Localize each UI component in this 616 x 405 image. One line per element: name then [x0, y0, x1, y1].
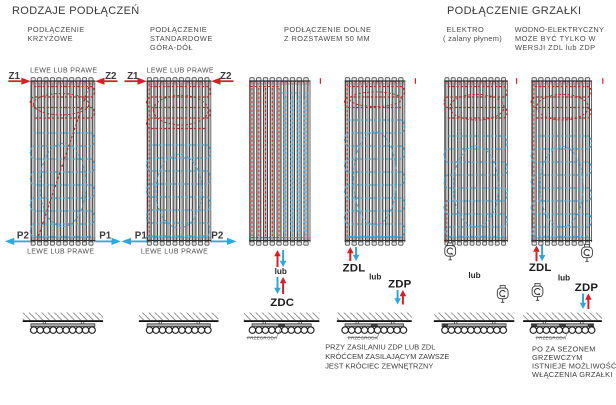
svg-text:JEST KRÓCIEC ZEWNĘTRZNY: JEST KRÓCIEC ZEWNĘTRZNY: [325, 361, 433, 370]
svg-text:STANDARDOWE: STANDARDOWE: [150, 34, 213, 43]
svg-text:PRZEGRODA: PRZEGRODA: [536, 336, 567, 341]
svg-text:GÓRA-DÓŁ: GÓRA-DÓŁ: [150, 43, 193, 52]
svg-text:RODZAJE PODŁĄCZEŃ: RODZAJE PODŁĄCZEŃ: [12, 4, 140, 17]
svg-text:lub: lub: [468, 271, 480, 280]
svg-text:LEWE LUB PRAWE: LEWE LUB PRAWE: [141, 249, 208, 256]
svg-text:PO ZA SEZONEM: PO ZA SEZONEM: [532, 344, 596, 353]
svg-text:KRZYŻOWE: KRZYŻOWE: [28, 34, 73, 43]
svg-text:P2: P2: [211, 231, 224, 242]
svg-text:WŁĄCZENIA GRZAŁKI: WŁĄCZENIA GRZAŁKI: [532, 370, 613, 379]
svg-text:PODŁĄCZENIE GRZAŁKI: PODŁĄCZENIE GRZAŁKI: [447, 5, 581, 17]
svg-text:GRZEWCZYM: GRZEWCZYM: [532, 353, 583, 362]
svg-text:Z1: Z1: [127, 71, 139, 82]
svg-text:LEWE LUB PRAWE: LEWE LUB PRAWE: [27, 249, 94, 256]
svg-text:Z2: Z2: [105, 71, 117, 82]
svg-text:PODŁĄCZENIE: PODŁĄCZENIE: [150, 25, 207, 34]
svg-text:( zalany płynem): ( zalany płynem): [443, 34, 502, 43]
svg-text:Z1: Z1: [8, 71, 20, 82]
svg-text:lub: lub: [558, 274, 570, 283]
svg-text:PRZY ZASILANIU ZDP LUB ZDL: PRZY ZASILANIU ZDP LUB ZDL: [325, 343, 435, 352]
svg-text:ZDC: ZDC: [270, 297, 294, 309]
svg-text:PODŁĄCZENIE DOLNE: PODŁĄCZENIE DOLNE: [284, 25, 371, 34]
svg-text:ZDL: ZDL: [529, 262, 552, 274]
svg-text:LEWE LUB PRAWE: LEWE LUB PRAWE: [147, 67, 214, 74]
svg-text:LEWE LUB PRAWE: LEWE LUB PRAWE: [30, 67, 97, 74]
svg-text:ZDP: ZDP: [575, 282, 599, 294]
svg-text:ZDP: ZDP: [388, 279, 412, 291]
svg-text:MOŻE BYĆ TYLKO W: MOŻE BYĆ TYLKO W: [515, 34, 596, 43]
svg-text:ISTNIEJE MOŻLIWOŚĆ: ISTNIEJE MOŻLIWOŚĆ: [532, 362, 616, 371]
svg-text:ELEKTRO: ELEKTRO: [447, 25, 485, 34]
svg-text:Z ROZSTAWEM 50 MM: Z ROZSTAWEM 50 MM: [284, 34, 370, 43]
svg-text:WODNO-ELEKTRYCZNY: WODNO-ELEKTRYCZNY: [515, 25, 605, 34]
svg-text:P1: P1: [135, 231, 148, 242]
svg-text:PODŁĄCZENIE: PODŁĄCZENIE: [28, 25, 85, 34]
svg-text:WERSJI ZDL lub ZDP: WERSJI ZDL lub ZDP: [515, 43, 596, 52]
svg-text:P1: P1: [99, 231, 112, 242]
svg-text:ZDL: ZDL: [343, 262, 366, 274]
svg-text:lub: lub: [275, 267, 287, 276]
svg-text:lub: lub: [369, 273, 381, 282]
svg-text:PRZEGRODA: PRZEGRODA: [247, 336, 278, 341]
svg-text:KRÓĆCEM ZASILAJĄCYM ZAWSZE: KRÓĆCEM ZASILAJĄCYM ZAWSZE: [325, 352, 449, 361]
svg-text:Z2: Z2: [220, 71, 232, 82]
svg-text:PRZEGRODA: PRZEGRODA: [348, 336, 379, 341]
svg-text:P2: P2: [17, 231, 30, 242]
